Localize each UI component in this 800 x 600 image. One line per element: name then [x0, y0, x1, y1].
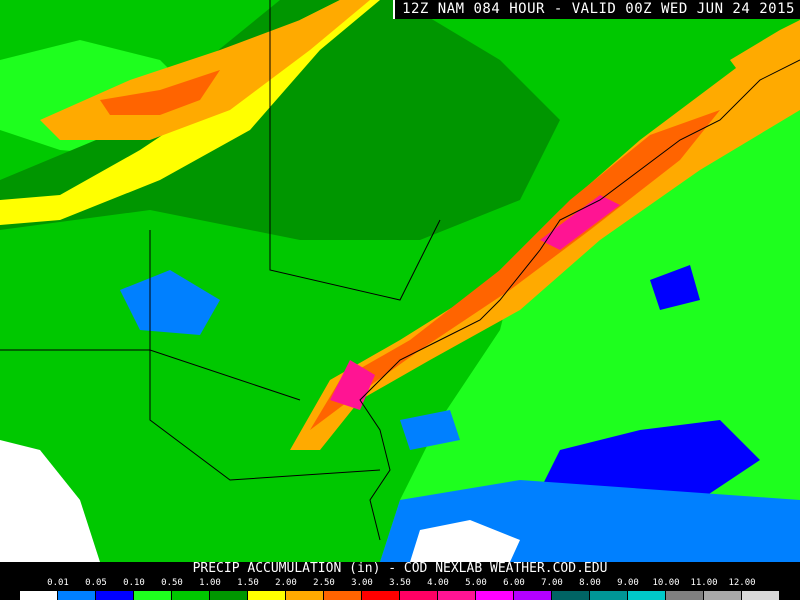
legend-swatch [742, 591, 780, 600]
blue-patch-southeast [400, 410, 460, 450]
coastal-magenta-core-2 [540, 195, 620, 250]
red-band-north [100, 70, 220, 115]
northeast-orange-patch [730, 20, 800, 110]
legend-swatch [210, 591, 248, 600]
legend: PRECIP ACCUMULATION (in) - COD NEXLAB WE… [0, 562, 800, 600]
legend-label: 9.00 [617, 578, 639, 588]
legend-swatch [704, 591, 742, 600]
legend-label: 0.05 [85, 578, 107, 588]
legend-labels: 0.01 0.05 0.10 0.50 1.00 1.50 2.00 2.50 3.00 3.50… [20, 577, 780, 589]
legend-label: 12.00 [728, 578, 756, 588]
legend-swatch [286, 591, 324, 600]
legend-title: PRECIP ACCUMULATION (in) - COD NEXLAB WE… [192, 561, 608, 576]
legend-label: 5.00 [465, 578, 487, 588]
legend-swatch [134, 591, 172, 600]
legend-label: 7.00 [541, 578, 563, 588]
state-border-2 [269, 0, 441, 301]
legend-label: 3.00 [351, 578, 373, 588]
legend-swatch [438, 591, 476, 600]
legend-label: 3.50 [389, 578, 411, 588]
no-precip-south [410, 520, 520, 562]
legend-label: 2.50 [313, 578, 335, 588]
legend-label: 1.00 [199, 578, 221, 588]
blue-patch-south [540, 420, 760, 500]
legend-swatch [400, 591, 438, 600]
legend-swatch [476, 591, 514, 600]
legend-label: 0.10 [123, 578, 145, 588]
state-border-1 [149, 230, 381, 481]
legend-swatch [628, 591, 666, 600]
legend-swatch [666, 591, 704, 600]
legend-swatch [172, 591, 210, 600]
legend-colorbar [20, 591, 780, 600]
legend-swatch [552, 591, 590, 600]
precip-map [0, 0, 800, 562]
legend-swatch [590, 591, 628, 600]
no-precip-southwest [0, 440, 100, 562]
legend-label: 8.00 [579, 578, 601, 588]
blue-patch-midwest [120, 270, 220, 335]
legend-swatch [324, 591, 362, 600]
map-title: 12Z NAM 084 HOUR - VALID 00Z WED JUN 24 … [393, 0, 800, 19]
coastline [359, 59, 800, 541]
legend-swatch [362, 591, 400, 600]
blue-patch-atlantic [650, 265, 700, 310]
legend-label: 4.00 [427, 578, 449, 588]
legend-swatch [20, 591, 58, 600]
legend-label: 2.00 [275, 578, 297, 588]
legend-swatch [58, 591, 96, 600]
legend-swatch [514, 591, 552, 600]
legend-label: 0.50 [161, 578, 183, 588]
legend-label: 1.50 [237, 578, 259, 588]
coastal-red-band [310, 110, 720, 430]
legend-swatch [248, 591, 286, 600]
legend-label: 11.00 [690, 578, 718, 588]
state-border-3 [0, 349, 301, 401]
legend-swatch [96, 591, 134, 600]
coastal-magenta-core [330, 360, 375, 410]
legend-label: 10.00 [652, 578, 680, 588]
legend-label: 6.00 [503, 578, 525, 588]
legend-label: 0.01 [47, 578, 69, 588]
